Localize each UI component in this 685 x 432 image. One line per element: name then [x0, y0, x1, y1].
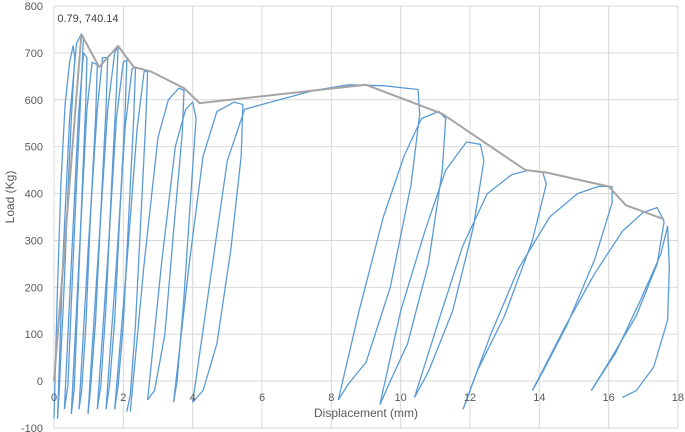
x-tick-label: 12 [464, 392, 476, 404]
x-tick-label: 10 [395, 392, 407, 404]
x-axis-title: Displacement (mm) [314, 406, 418, 420]
envelope-line [53, 33, 665, 382]
hysteresis-loop [172, 101, 244, 403]
x-tick-label: 14 [533, 392, 545, 404]
hysteresis-loop [53, 45, 76, 419]
hysteresis-loop [114, 70, 149, 412]
y-tick-label: 800 [25, 1, 43, 13]
y-tick-label: 700 [25, 48, 43, 60]
y-tick-label: 0 [37, 376, 43, 388]
hysteresis-loop [78, 56, 109, 414]
hysteresis-loop [413, 169, 547, 410]
hysteresis-loop [96, 59, 128, 410]
y-tick-label: 300 [25, 235, 43, 247]
x-tick-label: 0 [51, 392, 57, 404]
x-tick-label: 4 [190, 392, 196, 404]
hysteresis-loop [337, 110, 447, 405]
tick-labels: -100 0 100 200 300 400 500 600 700 800 0 2 4 6 8 10 12 14… [21, 1, 684, 432]
y-tick-label: 400 [25, 189, 43, 201]
hysteresis-loop [192, 84, 421, 403]
hysteresis-loop [87, 45, 119, 414]
hysteresis-loop [590, 225, 670, 399]
hysteresis-loop [379, 141, 485, 405]
hysteresis-loop [70, 61, 98, 414]
y-tick-label: -100 [21, 423, 43, 432]
x-tick-label: 18 [672, 392, 684, 404]
peak-annotation: 0.79, 740.14 [57, 13, 118, 25]
hysteresis-loop [63, 52, 88, 414]
x-tick-label: 2 [120, 392, 126, 404]
hysteresis-loop [129, 87, 185, 412]
y-tick-label: 500 [25, 142, 43, 154]
gridlines [53, 5, 679, 429]
hysteresis-loop [531, 206, 665, 391]
x-tick-label: 6 [259, 392, 265, 404]
series-layer [53, 33, 670, 419]
y-axis-title: Load (Kg) [3, 171, 17, 224]
y-tick-label: 100 [25, 329, 43, 341]
x-tick-label: 16 [603, 392, 615, 404]
x-tick-label: 8 [328, 392, 334, 404]
hysteresis-loop [56, 33, 85, 419]
y-tick-label: 600 [25, 95, 43, 107]
y-tick-label: 200 [25, 282, 43, 294]
hysteresis-loop [105, 66, 137, 410]
